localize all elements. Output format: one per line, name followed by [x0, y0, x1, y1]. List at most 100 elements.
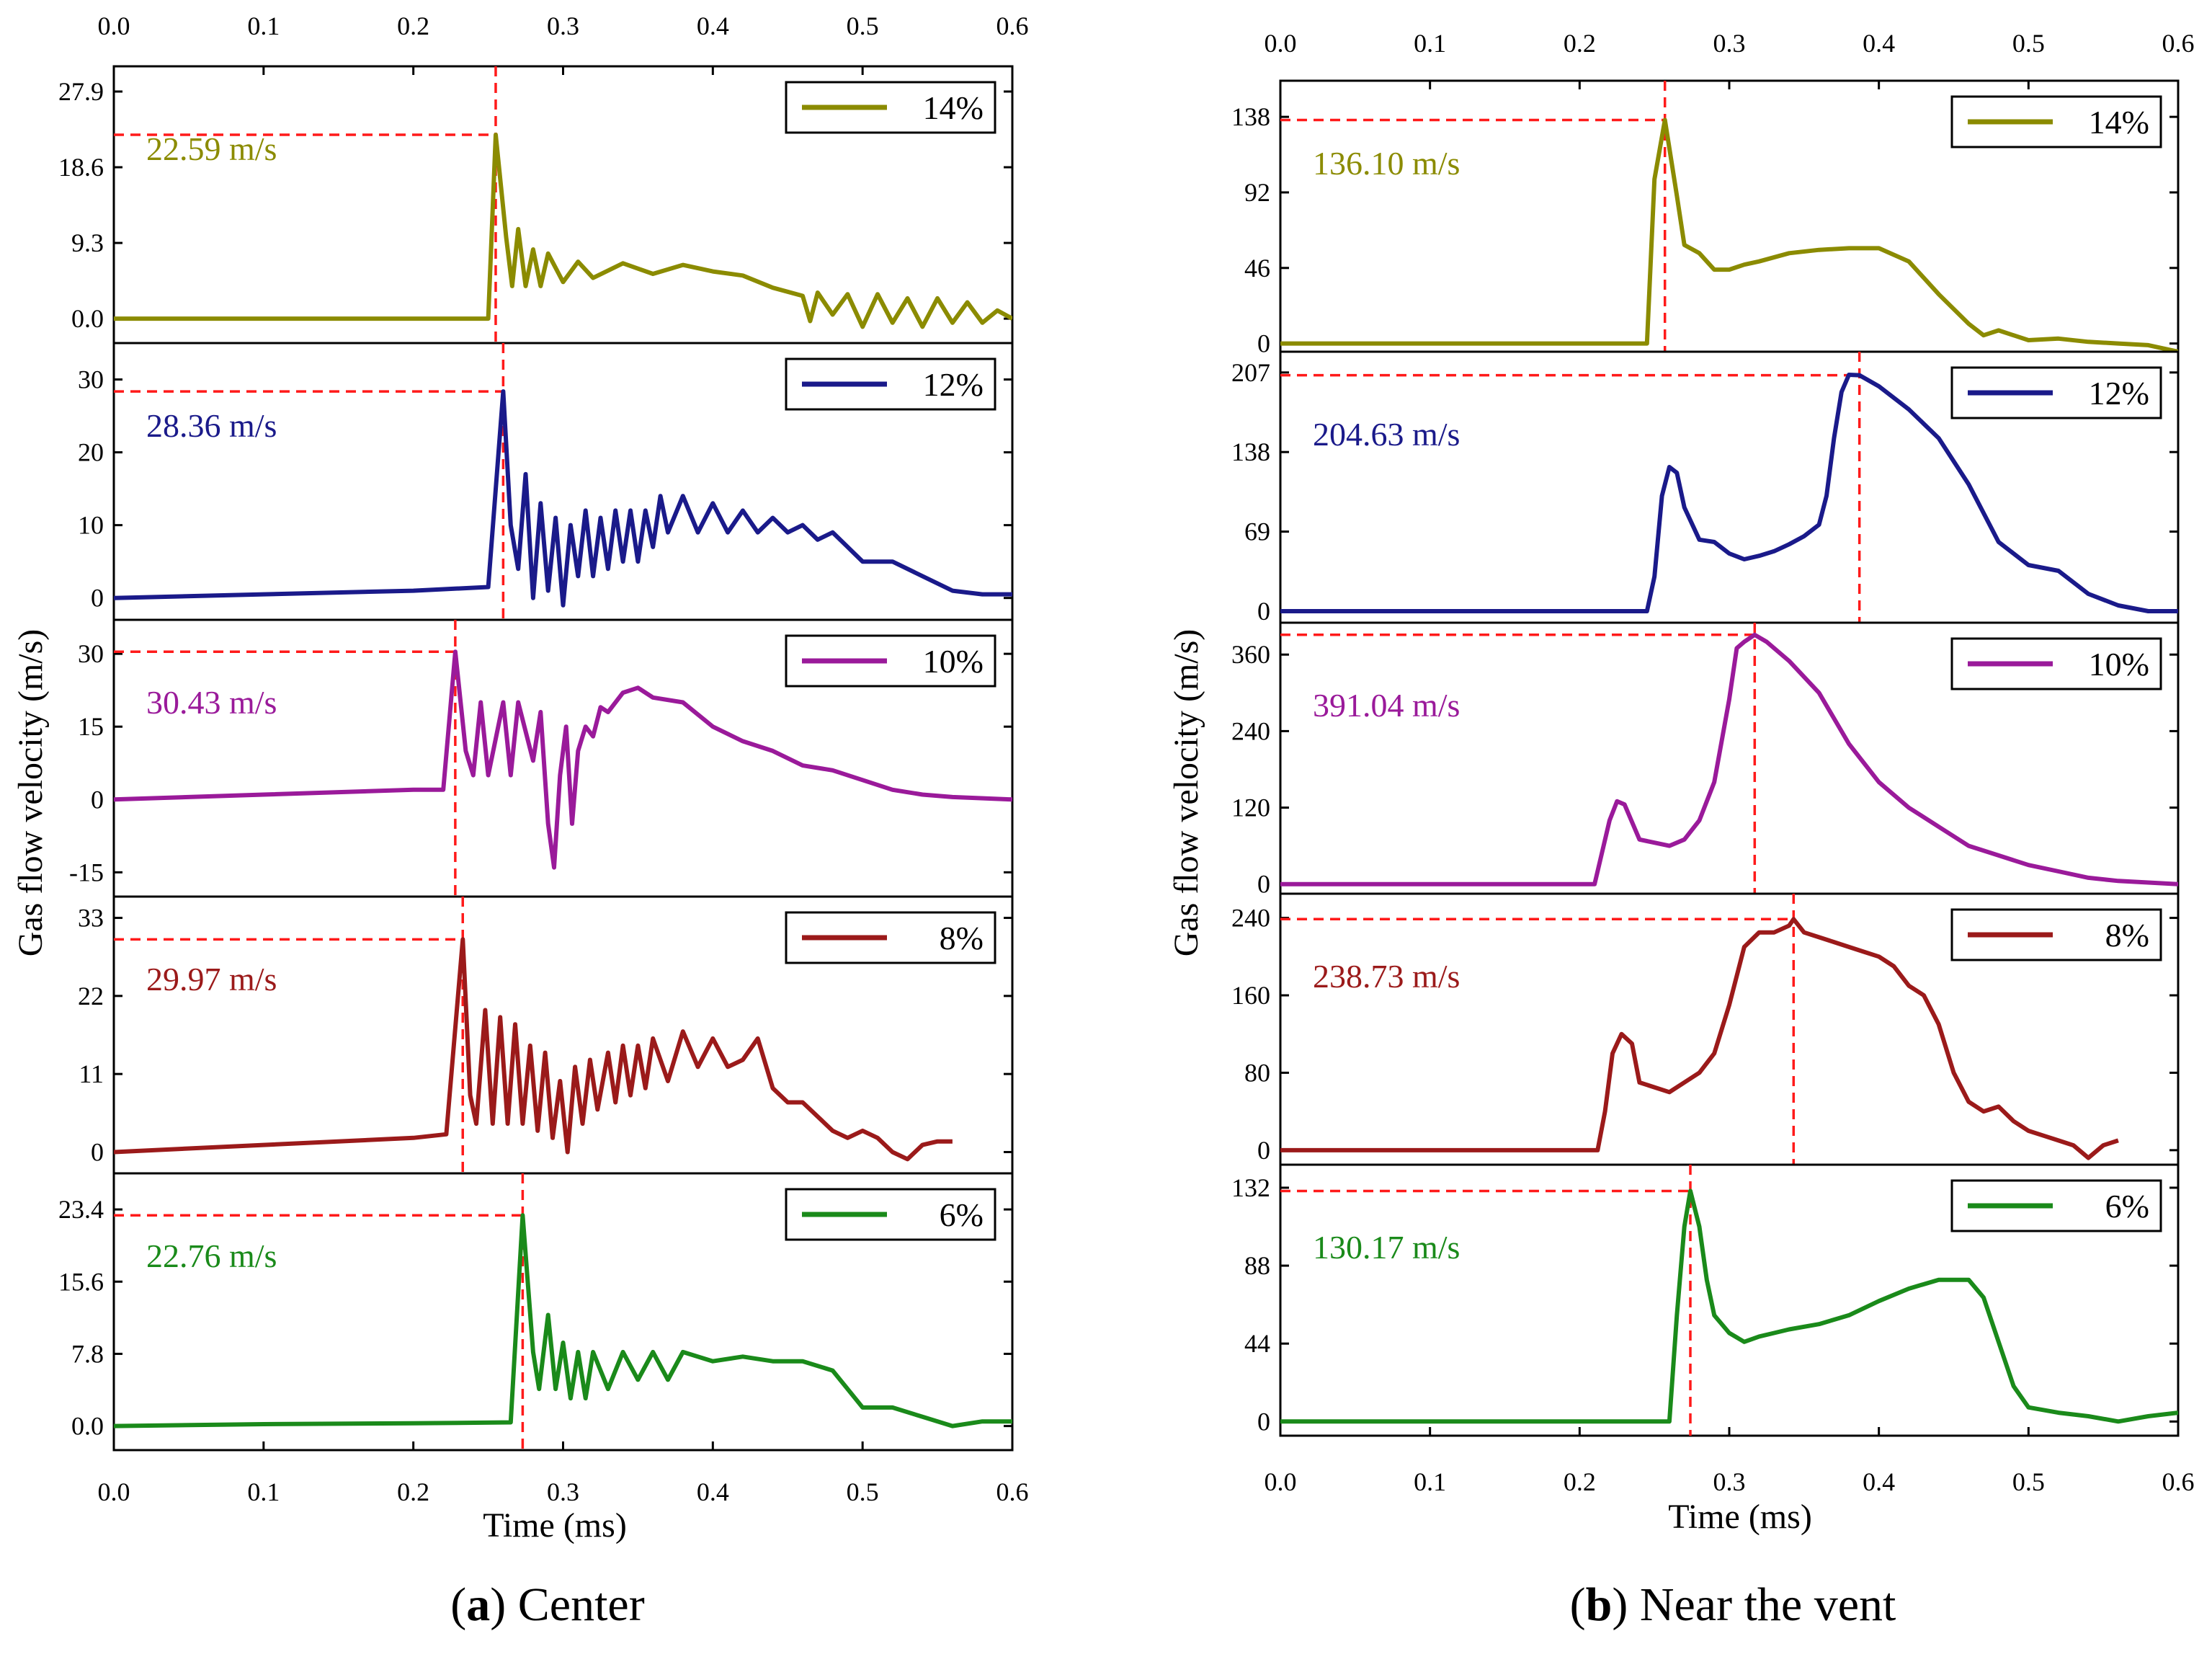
series-line-a-0	[114, 133, 1012, 329]
y-tick-label-a-2-0: -15	[69, 858, 104, 886]
y-tick-label-b-0-1: 46	[1244, 254, 1270, 283]
peak-annotation-b-1: 204.63 m/s	[1313, 416, 1460, 453]
y-tick-label-a-2-3: 30	[78, 639, 104, 668]
y-tick-label-a-4-1: 7.8	[71, 1339, 104, 1368]
legend-label-a-4: 6%	[940, 1196, 984, 1233]
x-tick-label-bottom-a-0: 0.0	[98, 1477, 130, 1506]
subplot-frame-b-4	[1279, 1163, 2180, 1437]
legend-label-a-3: 8%	[940, 920, 984, 956]
y-tick-label-b-3-0: 0	[1257, 1136, 1270, 1165]
peak-annotation-a-4: 22.76 m/s	[146, 1237, 277, 1274]
y-tick-label-b-4-3: 132	[1231, 1173, 1270, 1202]
series-line-b-3	[1280, 917, 2119, 1160]
peak-annotation-a-2: 30.43 m/s	[146, 684, 277, 721]
y-tick-label-a-0-3: 27.9	[58, 77, 104, 106]
y-tick-label-a-3-0: 0	[91, 1137, 104, 1166]
caption-a-name: Center	[518, 1578, 645, 1631]
y-tick-label-a-0-0: 0.0	[71, 304, 104, 333]
x-tick-label-top-a-5: 0.5	[847, 12, 879, 40]
y-tick-label-a-4-2: 15.6	[58, 1267, 104, 1296]
y-tick-label-a-1-1: 10	[78, 511, 104, 540]
series-line-a-3	[114, 937, 953, 1162]
y-tick-label-a-4-0: 0.0	[71, 1412, 104, 1441]
x-tick-label-bottom-b-0: 0.0	[1265, 1467, 1297, 1496]
y-tick-label-b-2-2: 240	[1231, 716, 1270, 745]
y-tick-label-b-2-3: 360	[1231, 640, 1270, 669]
y-tick-label-b-0-0: 0	[1257, 329, 1270, 358]
legend-label-b-0: 14%	[2089, 104, 2149, 141]
y-tick-label-b-4-0: 0	[1257, 1407, 1270, 1436]
peak-annotation-b-4: 130.17 m/s	[1313, 1229, 1460, 1266]
peak-annotation-a-0: 22.59 m/s	[146, 130, 277, 167]
peak-annotation-b-3: 238.73 m/s	[1313, 958, 1460, 995]
x-tick-label-top-b-6: 0.6	[2162, 29, 2195, 58]
legend-label-b-2: 10%	[2089, 646, 2149, 683]
y-tick-label-b-3-3: 240	[1231, 904, 1270, 933]
x-tick-label-top-b-0: 0.0	[1265, 29, 1297, 58]
x-tick-label-bottom-b-5: 0.5	[2012, 1467, 2045, 1496]
panel-b-near-vent: 0.0 0.1 0.2 0.3 0.4 0.5 0.6 0.0 0.1 0.2 0.3 0.4 0.5 0…	[1231, 29, 2195, 1496]
peak-annotation-b-0: 136.10 m/s	[1313, 145, 1460, 182]
y-tick-label-a-2-1: 0	[91, 785, 104, 814]
peak-annotation-b-2: 391.04 m/s	[1313, 687, 1460, 724]
legend-label-a-1: 12%	[923, 366, 984, 403]
x-axis-title-b: Time (ms)	[1668, 1498, 1812, 1536]
y-tick-label-a-0-2: 18.6	[58, 153, 104, 182]
y-tick-label-a-1-0: 0	[91, 584, 104, 613]
caption-a-letter: a	[466, 1578, 490, 1631]
x-tick-label-bottom-b-2: 0.2	[1564, 1467, 1596, 1496]
caption-b: (b) Near the vent	[1570, 1578, 1896, 1631]
y-tick-label-a-1-2: 20	[78, 438, 104, 467]
x-tick-label-bottom-a-3: 0.3	[547, 1477, 579, 1506]
series-line-b-4	[1280, 1188, 2178, 1424]
legend-label-a-0: 14%	[923, 89, 984, 126]
legend-label-b-1: 12%	[2089, 375, 2149, 412]
y-tick-label-b-3-1: 80	[1244, 1058, 1270, 1087]
x-tick-label-top-a-3: 0.3	[547, 12, 579, 40]
y-tick-label-a-4-3: 23.4	[58, 1195, 104, 1224]
y-tick-label-a-3-2: 22	[78, 982, 104, 1010]
x-tick-label-bottom-b-1: 0.1	[1414, 1467, 1446, 1496]
x-tick-label-bottom-a-6: 0.6	[996, 1477, 1029, 1506]
y-tick-label-b-2-1: 120	[1231, 794, 1270, 822]
y-tick-label-a-0-1: 9.3	[71, 228, 104, 257]
y-tick-label-b-0-3: 138	[1231, 102, 1270, 131]
series-line-a-2	[114, 649, 1012, 870]
y-tick-label-a-2-2: 15	[78, 712, 104, 741]
y-tick-label-b-4-1: 44	[1244, 1329, 1270, 1358]
x-tick-label-bottom-b-4: 0.4	[1863, 1467, 1895, 1496]
x-tick-label-bottom-a-1: 0.1	[247, 1477, 280, 1506]
y-tick-label-b-0-2: 92	[1244, 178, 1270, 207]
y-tick-label-b-1-2: 138	[1231, 437, 1270, 466]
x-tick-label-top-a-4: 0.4	[697, 12, 729, 40]
y-tick-label-a-3-3: 33	[78, 904, 104, 933]
y-tick-label-b-2-0: 0	[1257, 870, 1270, 899]
x-tick-label-top-b-3: 0.3	[1713, 29, 1746, 58]
y-tick-label-b-4-2: 88	[1244, 1251, 1270, 1280]
caption-b-name: Near the vent	[1640, 1578, 1896, 1631]
x-tick-label-bottom-a-4: 0.4	[697, 1477, 729, 1506]
y-tick-label-a-3-1: 11	[79, 1059, 104, 1088]
peak-annotation-a-3: 29.97 m/s	[146, 961, 277, 997]
legend-label-a-2: 10%	[923, 643, 984, 680]
x-tick-label-top-a-0: 0.0	[98, 12, 130, 40]
x-tick-label-top-a-2: 0.2	[397, 12, 429, 40]
y-tick-label-b-1-1: 69	[1244, 517, 1270, 546]
x-tick-label-bottom-a-2: 0.2	[397, 1477, 429, 1506]
y-tick-label-b-1-3: 207	[1231, 358, 1270, 387]
y-tick-label-b-3-2: 160	[1231, 981, 1270, 1010]
x-tick-label-top-b-1: 0.1	[1414, 29, 1446, 58]
caption-b-letter: b	[1586, 1578, 1613, 1631]
x-tick-label-top-a-6: 0.6	[996, 12, 1029, 40]
caption-a: (a) Center	[450, 1578, 644, 1631]
series-line-a-1	[114, 389, 1012, 608]
y-tick-label-b-1-0: 0	[1257, 597, 1270, 626]
peak-annotation-a-1: 28.36 m/s	[146, 407, 277, 444]
series-line-b-2	[1280, 632, 2178, 886]
x-tick-label-top-b-5: 0.5	[2012, 29, 2045, 58]
y-axis-title-a: Gas flow velocity (m/s)	[12, 629, 50, 957]
series-line-b-0	[1280, 117, 2178, 352]
x-axis-title-a: Time (ms)	[483, 1506, 627, 1545]
y-axis-title-b: Gas flow velocity (m/s)	[1167, 629, 1205, 957]
